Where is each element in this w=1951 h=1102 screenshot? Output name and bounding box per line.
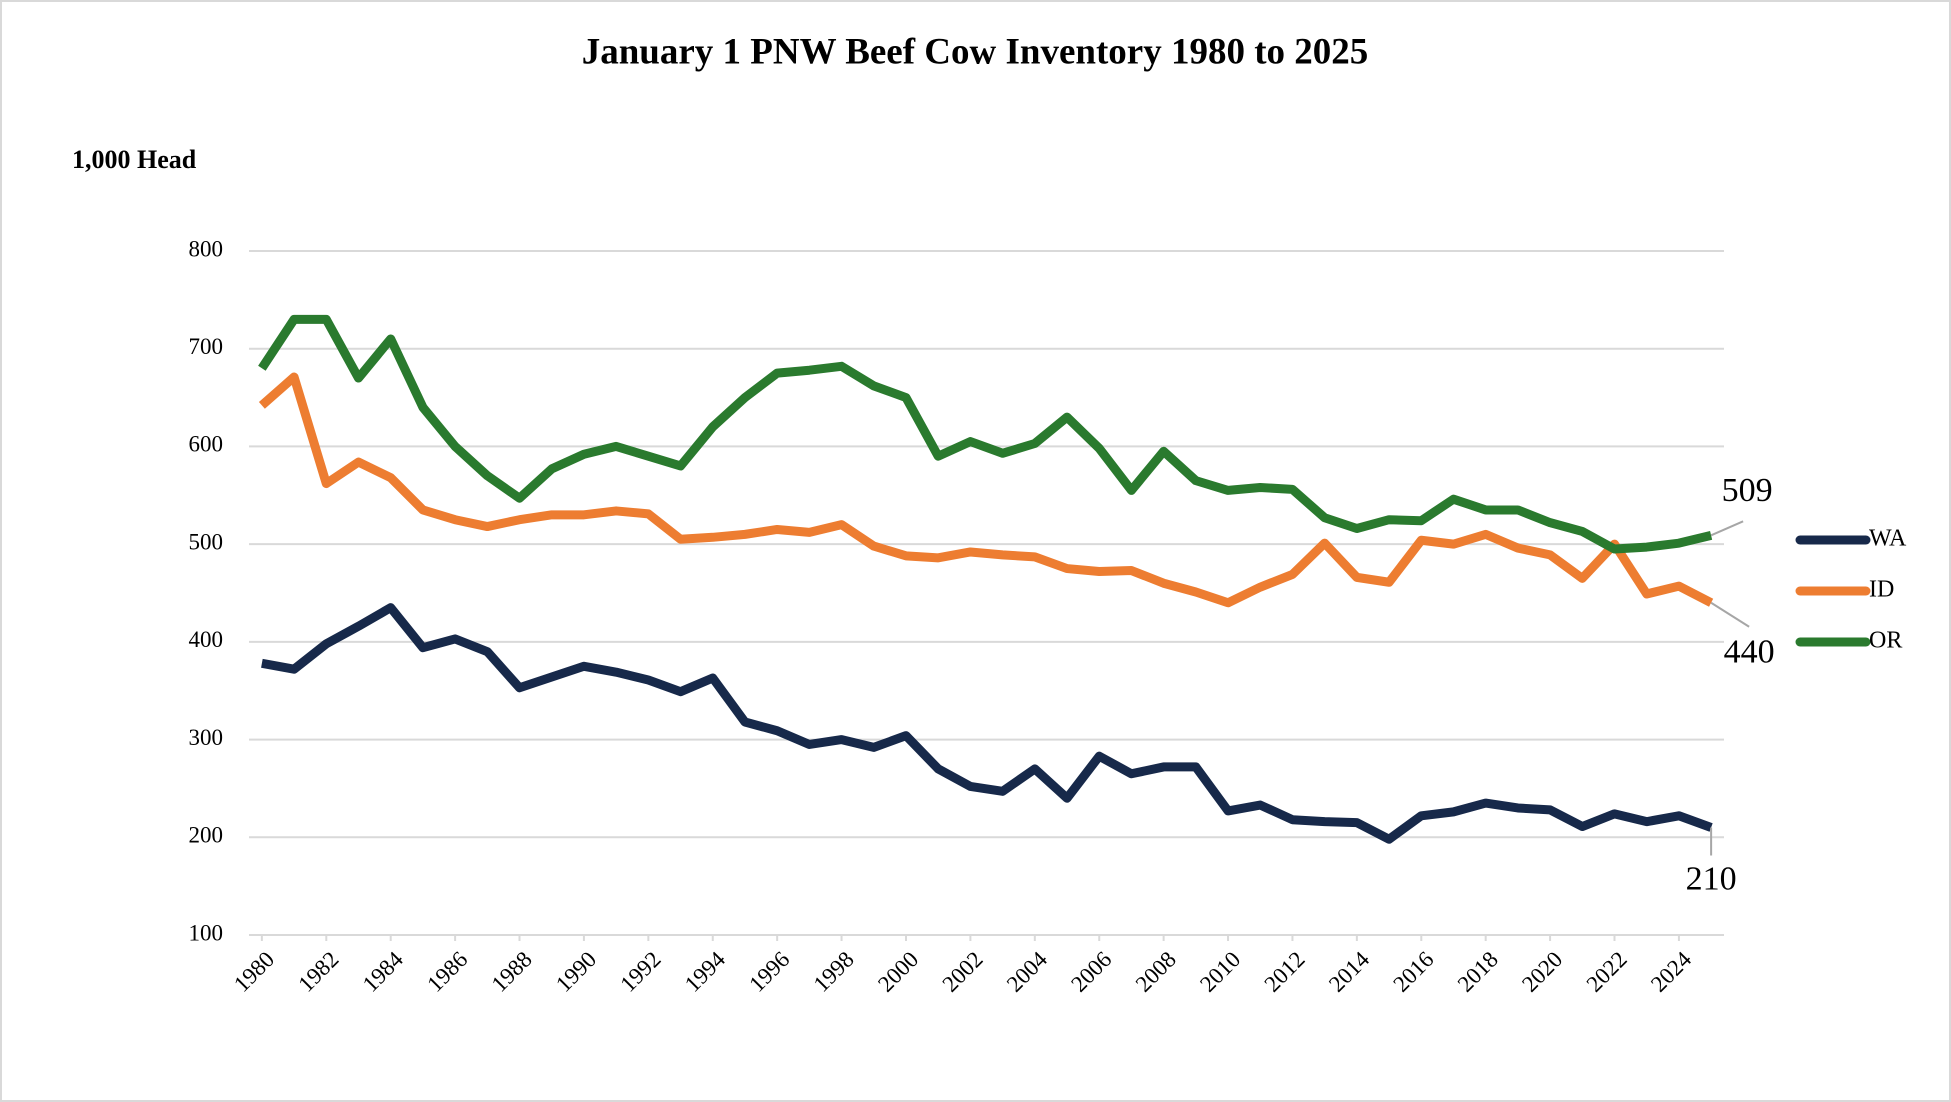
series-line [258,372,1714,608]
y-tick-label: 300 [189,725,224,750]
series-line [258,314,1713,554]
y-tick-label: 800 [189,236,224,261]
y-tick-label: 400 [189,627,224,652]
leader-line [1710,520,1744,537]
legend-label: OR [1869,628,1902,654]
y-tick-label: 200 [189,823,224,848]
y-tick-label: 600 [189,432,224,457]
legend-label: ID [1869,577,1894,603]
data-label: 440 [1724,634,1775,671]
data-label: 509 [1722,472,1773,509]
y-tick-label: 100 [189,920,224,945]
chart-title: January 1 PNW Beef Cow Inventory 1980 to… [582,31,1369,72]
data-label: 210 [1686,860,1737,897]
y-tick-label: 500 [189,529,224,554]
leader-line [1710,601,1750,628]
y-axis-label: 1,000 Head [72,145,197,174]
series-line [261,603,1713,844]
legend-label: WA [1869,526,1907,552]
y-tick-label: 700 [189,334,224,359]
